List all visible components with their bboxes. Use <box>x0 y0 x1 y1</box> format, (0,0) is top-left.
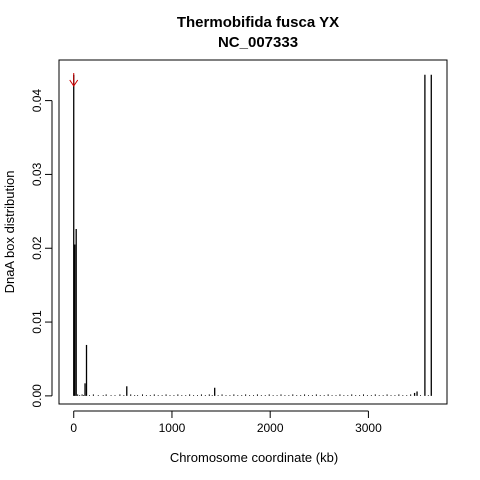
x-tick-label: 3000 <box>355 421 382 435</box>
x-axis: 0 1000 2000 3000 <box>70 410 382 435</box>
y-tick-label: 0.00 <box>30 384 44 408</box>
y-tick-label: 0.03 <box>30 162 44 186</box>
y-tick-label: 0.04 <box>30 89 44 113</box>
chart-title: Thermobifida fusca YX <box>177 14 339 31</box>
bars-group <box>73 74 432 396</box>
x-axis-label: Chromosome coordinate (kb) <box>170 450 338 465</box>
arrow-head <box>69 79 79 87</box>
origin-arrow <box>69 73 79 87</box>
y-axis-label: DnaA box distribution <box>2 171 17 294</box>
x-tick-label: 0 <box>70 421 77 435</box>
y-tick-label: 0.01 <box>30 310 44 334</box>
y-axis: 0.00 0.01 0.02 0.03 0.04 <box>30 89 53 408</box>
plot-frame <box>58 59 448 405</box>
x-tick-label: 1000 <box>159 421 186 435</box>
y-tick-label: 0.02 <box>30 236 44 260</box>
chart-subtitle: NC_007333 <box>218 34 298 51</box>
x-tick-label: 2000 <box>257 421 284 435</box>
